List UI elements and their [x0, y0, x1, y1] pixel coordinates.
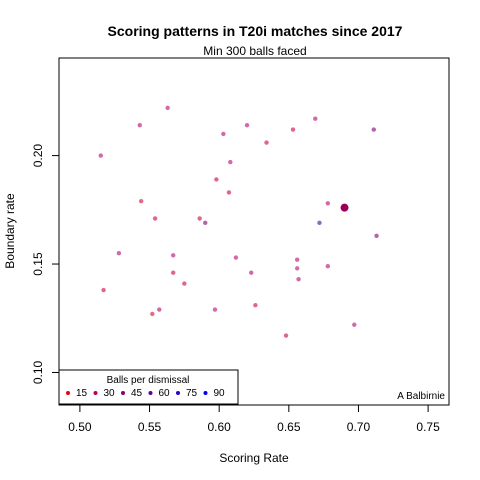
- data-point: [294, 257, 300, 262]
- y-tick-label: 0.15: [31, 252, 45, 276]
- y-tick-label: 0.20: [31, 144, 45, 168]
- data-point: [197, 216, 202, 221]
- data-point: [249, 270, 254, 275]
- data-point: [171, 253, 176, 258]
- legend-entry-label: 30: [104, 388, 116, 399]
- data-point: [165, 105, 170, 111]
- data-point: [325, 264, 331, 269]
- data-point: [325, 201, 331, 206]
- points-layer: [98, 105, 379, 338]
- legend-entry-label: 15: [76, 388, 88, 399]
- data-point: [203, 220, 208, 226]
- legend-title: Balls per dismissal: [107, 375, 190, 386]
- data-point: [221, 131, 226, 137]
- legend-box: [58, 369, 239, 405]
- x-tick-label: 0.50: [68, 420, 92, 434]
- data-point: [171, 270, 176, 275]
- x-axis: 0.50 0.55 0.60 0.65 0.70 0.75: [68, 404, 440, 434]
- data-point: [317, 220, 322, 226]
- legend-entry-label: 75: [186, 388, 198, 399]
- x-tick-label: 0.65: [277, 420, 301, 434]
- legend: Balls per dismissal 15 30 45 60 75 90: [58, 369, 239, 405]
- x-tick-label: 0.60: [207, 420, 231, 434]
- data-point: [283, 333, 289, 338]
- x-tick-label: 0.70: [347, 420, 371, 434]
- data-point: [101, 287, 106, 293]
- data-point: [374, 233, 379, 239]
- data-point: [116, 250, 122, 256]
- data-point: [253, 303, 258, 308]
- y-axis: 0.10 0.15 0.20: [31, 144, 60, 384]
- chart-subtitle: Min 300 balls faced: [203, 44, 306, 58]
- data-point: [157, 307, 162, 312]
- chart-title: Scoring patterns in T20i matches since 2…: [108, 23, 403, 39]
- data-point: [244, 123, 250, 128]
- data-point: [296, 277, 301, 282]
- data-point: [290, 127, 296, 132]
- data-point: [152, 216, 158, 221]
- data-point: [214, 177, 219, 182]
- legend-swatch: [148, 391, 153, 395]
- data-point: [294, 266, 300, 271]
- data-point: [228, 159, 233, 165]
- legend-entry-label: 90: [214, 388, 226, 399]
- highlight-annotation: A Balbirnie: [397, 391, 445, 402]
- legend-swatch: [203, 391, 208, 395]
- y-tick-label: 0.10: [31, 360, 45, 384]
- data-point: [233, 255, 239, 260]
- data-point: [352, 322, 357, 327]
- data-point: [313, 116, 318, 121]
- legend-entry-label: 60: [159, 388, 171, 399]
- data-point: [212, 307, 218, 312]
- data-point: [182, 281, 187, 286]
- legend-swatch: [93, 391, 98, 395]
- legend-swatch: [121, 391, 125, 395]
- data-point: [138, 198, 144, 204]
- legend-swatch: [176, 391, 180, 395]
- legend-entry-label: 45: [131, 388, 143, 399]
- data-point: [137, 123, 142, 128]
- x-tick-label: 0.55: [138, 420, 162, 434]
- data-point: [226, 190, 232, 195]
- highlighted-point: [340, 203, 349, 212]
- data-point: [264, 140, 269, 145]
- data-point: [371, 127, 376, 132]
- x-tick-label: 0.75: [416, 420, 440, 434]
- data-point: [98, 153, 103, 158]
- y-axis-label: Boundary rate: [3, 193, 17, 269]
- data-point: [150, 311, 155, 317]
- x-axis-label: Scoring Rate: [219, 451, 289, 465]
- legend-swatch: [66, 391, 70, 395]
